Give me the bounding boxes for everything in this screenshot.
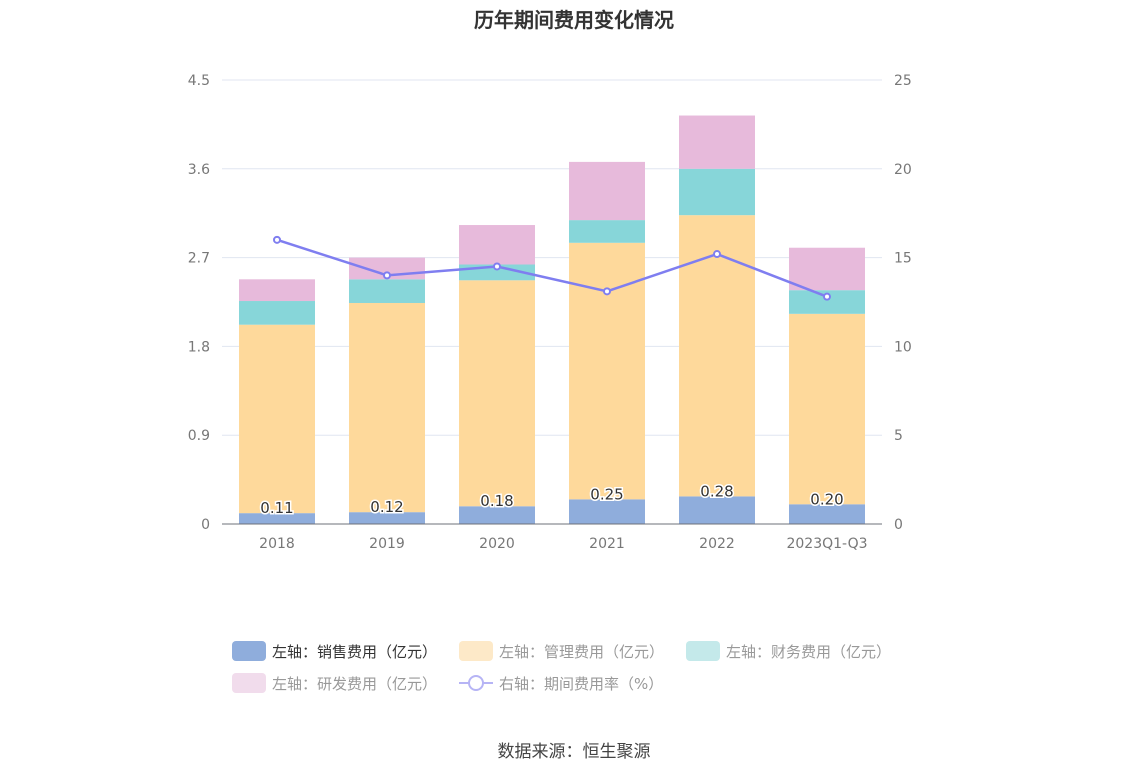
- rate-point-2018: [273, 235, 281, 244]
- bar-segment-s2-2018: [239, 301, 315, 325]
- legend-swatch-rd: [232, 673, 266, 693]
- chart-area: 0 0 0.9 5 1.8 10 2.7 15 3.6 20 4.5 25 2018 2019 2020 20…: [188, 73, 912, 552]
- data-label-sales: 0.20: [810, 490, 843, 508]
- left-axis-tick-label: 2.7: [188, 251, 210, 267]
- right-axis-tick-label: 15: [894, 251, 912, 267]
- bar-segment-s0-2019: [349, 512, 425, 524]
- right-axis-tick-label: 20: [894, 162, 912, 178]
- rate-point-2021: [603, 287, 611, 296]
- bar-segment-s3-2021: [569, 161, 645, 221]
- bar-segment-s0-2021: [569, 499, 645, 524]
- x-axis-tick-label: 2022: [699, 536, 735, 552]
- legend-label-admin: 左轴：管理费用（亿元）: [499, 642, 665, 661]
- legend-label-rd: 左轴：研发费用（亿元）: [272, 674, 438, 693]
- bar-segment-s1-2018: [239, 324, 315, 514]
- bar-segment-s2-2022: [679, 168, 755, 216]
- data-label-sales: 0.12: [370, 498, 403, 516]
- x-axis-tick-label: 2023Q1-Q3: [786, 536, 867, 552]
- bar-segment-s3-2023Q1-Q3: [789, 247, 865, 291]
- data-label-sales: 0.25: [590, 485, 623, 503]
- left-axis-tick-label: 4.5: [188, 73, 210, 89]
- bar-segment-s2-2023Q1-Q3: [789, 290, 865, 314]
- rate-point-2020: [493, 262, 501, 271]
- legend-item-admin[interactable]: 左轴：管理费用（亿元）: [459, 641, 664, 662]
- bar-segment-s0-2023Q1-Q3: [789, 504, 865, 524]
- bar-segment-s1-2019: [349, 302, 425, 513]
- x-axis-tick-label: 2019: [369, 536, 405, 552]
- right-axis-tick-label: 10: [894, 339, 912, 355]
- left-axis-tick-label: 1.8: [188, 339, 210, 355]
- rate-point-2019: [383, 271, 391, 280]
- legend-label-finance: 左轴：财务费用（亿元）: [726, 642, 892, 661]
- legend-label-sales: 左轴：销售费用（亿元）: [272, 642, 438, 661]
- legend-item-rd[interactable]: 左轴：研发费用（亿元）: [232, 673, 437, 694]
- bar-segment-s0-2018: [239, 513, 315, 524]
- bar-segment-s2-2021: [569, 220, 645, 243]
- legend-label-rate: 右轴：期间费用率（%）: [499, 674, 664, 693]
- bar-segment-s1-2023Q1-Q3: [789, 313, 865, 505]
- x-axis-tick-label: 2021: [589, 536, 625, 552]
- data-label-sales: 0.11: [260, 499, 293, 517]
- legend: 左轴：销售费用（亿元） 左轴：管理费用（亿元） 左轴：财务费用（亿元） 左轴：研…: [232, 638, 932, 702]
- legend-line-marker-icon: [459, 673, 494, 693]
- data-label-sales: 0.18: [480, 492, 513, 510]
- x-axis-tick-label: 2018: [259, 536, 295, 552]
- legend-swatch-finance: [686, 641, 721, 661]
- legend-item-rate[interactable]: 右轴：期间费用率（%）: [459, 673, 663, 694]
- bar-segment-s0-2020: [459, 506, 535, 524]
- rate-point-2022: [713, 250, 721, 259]
- bar-segment-s0-2022: [679, 496, 755, 524]
- data-source: 数据来源：恒生聚源: [497, 742, 651, 762]
- bar-segment-s3-2022: [679, 115, 755, 169]
- legend-item-finance[interactable]: 左轴：财务费用（亿元）: [686, 641, 891, 662]
- legend-swatch-admin: [459, 641, 494, 661]
- legend-item-sales[interactable]: 左轴：销售费用（亿元）: [232, 641, 437, 662]
- bar-segment-s3-2018: [239, 279, 315, 302]
- x-axis-tick-label: 2020: [479, 536, 515, 552]
- right-axis-tick-label: 5: [894, 428, 903, 444]
- rate-point-2023Q1-Q3: [823, 292, 831, 301]
- right-axis-tick-label: 25: [894, 73, 912, 89]
- legend-swatch-sales: [232, 641, 266, 661]
- left-axis-tick-label: 3.6: [188, 162, 210, 178]
- left-axis-tick-label: 0: [201, 517, 210, 533]
- bar-segment-s1-2020: [459, 280, 535, 507]
- data-label-sales: 0.28: [700, 482, 733, 500]
- rate-line: [276, 238, 828, 298]
- chart-title: 历年期间费用变化情况: [474, 8, 674, 32]
- left-axis-tick-label: 0.9: [188, 428, 210, 444]
- bar-segment-s3-2020: [459, 225, 535, 265]
- right-axis-tick-label: 0: [894, 517, 903, 533]
- bar-segment-s2-2019: [349, 279, 425, 303]
